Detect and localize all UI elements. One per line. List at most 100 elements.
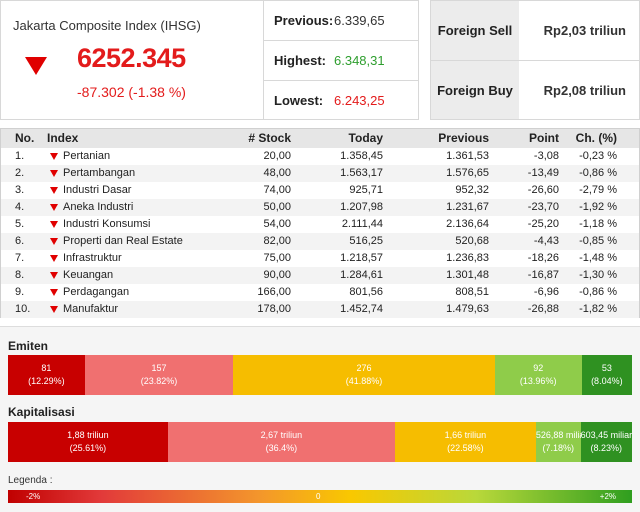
cell-index-name: Properti dan Real Estate (63, 235, 183, 247)
col-no: No. (15, 131, 35, 145)
cell-change: -1,30 % (579, 269, 617, 281)
cell-point: -6,96 (533, 286, 559, 298)
cell-stock: 54,00 (263, 218, 291, 230)
segment-value: 1,88 triliun (67, 430, 109, 440)
emiten-segment: 157 (23.82%) (84, 355, 234, 395)
ihsg-change: -87.302 (-1.38 %) (77, 84, 186, 100)
legend-mid: 0 (316, 492, 321, 501)
stat-highest: Highest: 6.348,31 (264, 40, 418, 79)
foreign-buy-row: Foreign Buy Rp2,08 triliun (431, 60, 640, 119)
cell-previous: 520,68 (455, 235, 489, 247)
cell-no: 4. (15, 201, 25, 213)
down-triangle-icon (50, 153, 58, 160)
cell-point: -16,87 (527, 269, 559, 281)
col-stock: # Stock (248, 131, 291, 145)
down-triangle-icon (50, 306, 58, 313)
foreign-sell-value: Rp2,03 triliun (543, 23, 626, 38)
cell-index-name: Infrastruktur (63, 252, 122, 264)
cell-previous: 952,32 (455, 184, 489, 196)
kapitalisasi-bar: 1,88 triliun (25.61%) 2,67 triliun (36.4%) 1… (8, 422, 632, 462)
cell-no: 5. (15, 218, 25, 230)
stat-value: 6.243,25 (334, 93, 385, 108)
emiten-title: Emiten (8, 339, 49, 353)
cell-stock: 166,00 (257, 286, 291, 298)
stat-previous: Previous: 6.339,65 (264, 1, 418, 40)
cell-change: -1,92 % (579, 201, 617, 213)
segment-value: 92 (533, 363, 544, 373)
col-previous: Previous (438, 131, 489, 145)
cell-stock: 48,00 (263, 167, 291, 179)
cell-change: -0,85 % (579, 235, 617, 247)
market-summary: Jakarta Composite Index (IHSG) 6252.345 … (0, 0, 640, 120)
cell-previous: 1.479,63 (446, 303, 489, 315)
segment-percent: (8.23%) (590, 443, 623, 453)
cell-today: 925,71 (349, 184, 383, 196)
col-point: Point (529, 131, 559, 145)
distribution-panel: Emiten 81 (12.29%) 157 (23.82%) 276 (41.88%) 9… (0, 326, 640, 512)
table-row: 10. Manufaktur 178,00 1.452,74 1.479,63 -26,8… (1, 301, 639, 318)
cell-no: 10. (15, 303, 31, 315)
cell-previous: 1.236,83 (446, 252, 489, 264)
cell-index-name: Keuangan (63, 269, 114, 281)
segment-value: 81 (41, 363, 52, 373)
cell-previous: 1.301,48 (446, 269, 489, 281)
foreign-sell-label: Foreign Sell (431, 1, 519, 60)
down-triangle-icon (25, 57, 47, 75)
segment-value: 157 (151, 363, 167, 373)
legend-title: Legenda : (8, 475, 53, 486)
sector-index-table: No. Index # Stock Today Previous Point C… (0, 128, 640, 318)
segment-value: 526,88 miliar (535, 430, 581, 440)
cell-today: 1.284,61 (340, 269, 383, 281)
cell-point: -3,08 (533, 150, 559, 162)
col-index: Index (47, 131, 79, 145)
cell-today: 2.111,44 (341, 218, 383, 230)
cell-index-name: Pertanian (63, 150, 111, 162)
cell-index-name: Industri Dasar (63, 184, 132, 196)
emiten-segment: 81 (12.29%) (8, 355, 85, 395)
table-row: 9. Perdagangan 166,00 801,56 808,51 -6,96 -0,8… (1, 284, 639, 301)
down-triangle-icon (50, 255, 58, 262)
table-row: 1. Pertanian 20,00 1.358,45 1.361,53 -3,08 -0,… (1, 148, 639, 165)
stat-label: Lowest: (274, 93, 324, 108)
cell-change: -0,23 % (579, 150, 617, 162)
stat-value: 6.339,65 (334, 13, 385, 28)
kapitalisasi-segment: 603,45 miliar (8.23%) (580, 422, 632, 462)
cell-index-name: Perdagangan (63, 286, 130, 298)
cell-previous: 2.136,64 (446, 218, 489, 230)
segment-percent: (22.58%) (447, 443, 484, 453)
cell-stock: 20,00 (263, 150, 291, 162)
cell-no: 8. (15, 269, 25, 281)
segment-value: 2,67 triliun (260, 430, 303, 440)
table-row: 3. Industri Dasar 74,00 925,71 952,32 -26,60 -… (1, 182, 639, 199)
kapitalisasi-segment: 1,88 triliun (25.61%) (8, 422, 168, 462)
segment-percent: (7.18%) (542, 443, 574, 453)
cell-today: 801,56 (349, 286, 383, 298)
cell-stock: 178,00 (257, 303, 291, 315)
cell-today: 516,25 (349, 235, 383, 247)
col-today: Today (348, 131, 383, 145)
ihsg-value: 6252.345 (77, 43, 186, 73)
segment-value: 603,45 miliar (580, 430, 632, 440)
segment-value: 53 (601, 363, 612, 373)
cell-point: -18,26 (527, 252, 559, 264)
cell-stock: 82,00 (263, 235, 291, 247)
emiten-segment: 92 (13.96%) (494, 355, 582, 395)
cell-point: -25,20 (527, 218, 559, 230)
segment-percent: (25.61%) (69, 443, 107, 453)
legend-min: -2% (26, 492, 41, 501)
cell-today: 1.452,74 (340, 303, 383, 315)
cell-index-name: Aneka Industri (63, 201, 134, 213)
table-row: 7. Infrastruktur 75,00 1.218,57 1.236,83 -18,… (1, 250, 639, 267)
cell-change: -2,79 % (579, 184, 617, 196)
cell-no: 1. (15, 150, 25, 162)
ihsg-panel: Jakarta Composite Index (IHSG) 6252.345 … (0, 0, 264, 120)
down-triangle-icon (50, 170, 58, 177)
segment-percent: (36.4%) (265, 443, 298, 453)
segment-percent: (23.82%) (140, 376, 178, 386)
segment-value: 1,66 triliun (444, 430, 487, 440)
stat-lowest: Lowest: 6.243,25 (264, 80, 418, 119)
segment-percent: (41.88%) (345, 376, 383, 386)
foreign-sell-row: Foreign Sell Rp2,03 triliun (431, 1, 640, 60)
emiten-segment: 276 (41.88%) (233, 355, 495, 395)
ihsg-title: Jakarta Composite Index (IHSG) (13, 18, 201, 33)
